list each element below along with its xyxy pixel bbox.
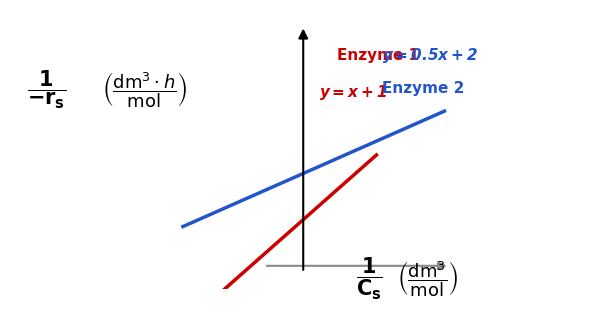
Text: $\mathbf{\dfrac{1}{-r_s}}$: $\mathbf{\dfrac{1}{-r_s}}$	[26, 69, 66, 111]
Text: $\bfit{y = 0.5x + 2}$: $\bfit{y = 0.5x + 2}$	[382, 46, 477, 65]
Text: $\mathbf{\dfrac{1}{C_s}}$: $\mathbf{\dfrac{1}{C_s}}$	[356, 256, 383, 302]
Text: Enzyme 2: Enzyme 2	[382, 81, 464, 96]
Text: $\left(\dfrac{\mathrm{dm}^3 \cdot h}{\mathrm{mol}}\right)$: $\left(\dfrac{\mathrm{dm}^3 \cdot h}{\ma…	[102, 70, 187, 110]
Text: $\left(\dfrac{\mathrm{dm}^3}{\mathrm{mol}}\right)$: $\left(\dfrac{\mathrm{dm}^3}{\mathrm{mol…	[397, 259, 459, 299]
Text: Enzyme 1: Enzyme 1	[337, 48, 419, 63]
Text: $\bfit{y = x + 1}$: $\bfit{y = x + 1}$	[319, 83, 387, 102]
